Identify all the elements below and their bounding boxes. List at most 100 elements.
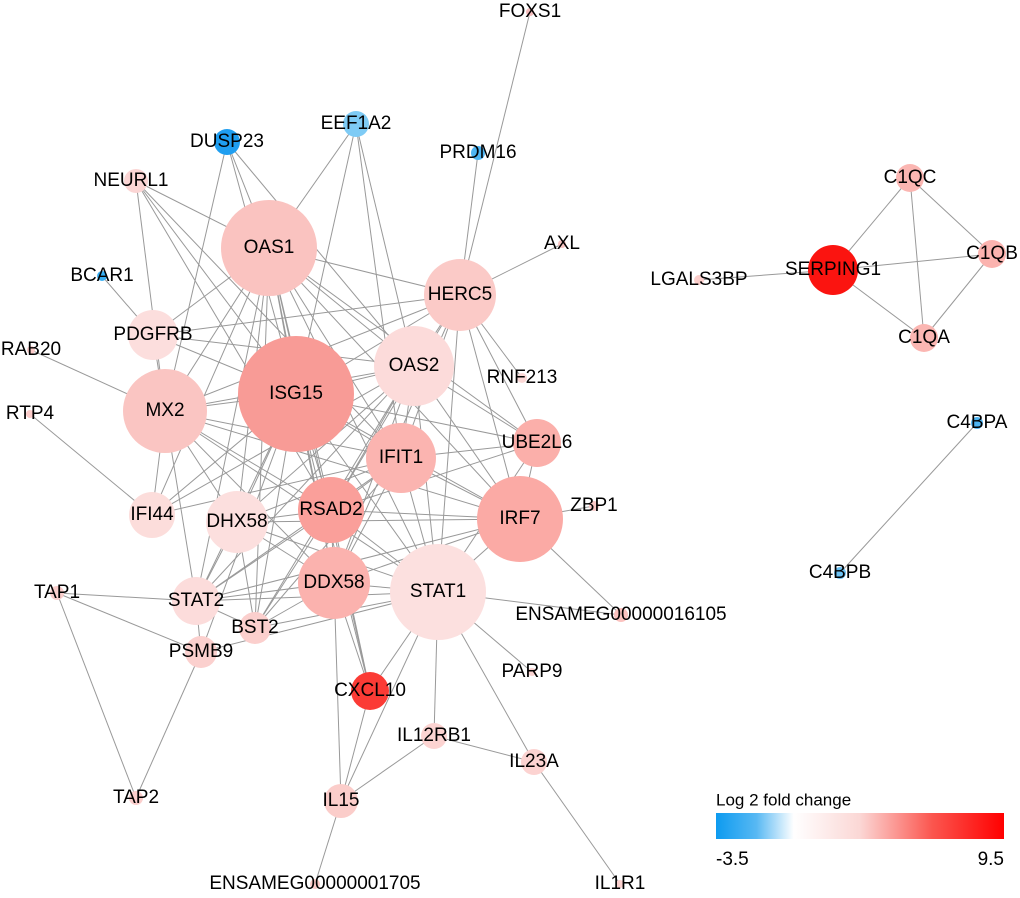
network-edge [923,253,993,339]
network-edge [164,141,228,412]
network-node[interactable] [896,164,924,192]
network-node[interactable] [324,784,358,818]
network-node-label: NEURL1 [94,170,169,191]
network-edge [909,177,925,339]
network-edge [135,651,202,799]
color-legend: Log 2 fold change -3.5 9.5 [716,790,1004,870]
network-edge [330,442,538,511]
network-node-label: DUSP23 [190,131,264,152]
network-node-label: DDX58 [303,572,364,593]
network-node[interactable] [238,336,354,452]
network-node-label: C1QC [884,167,937,188]
network-node[interactable] [971,417,983,429]
network-node-label: RAB20 [1,339,61,360]
network-node-label: PARP9 [502,661,563,682]
network-node-label: RTP4 [6,403,55,424]
network-node[interactable] [424,259,496,331]
network-node-label: ZBP1 [570,495,618,516]
network-node[interactable] [471,146,485,160]
network-node-label: C4BPA [947,412,1008,433]
network-node-label: ENSAMEG00000016105 [515,604,726,625]
network-node-label: IL1R1 [595,873,646,894]
legend-title: Log 2 fold change [716,790,851,809]
network-node[interactable] [834,567,846,579]
network-node[interactable] [128,310,178,360]
network-node[interactable] [185,636,217,668]
network-edge [195,365,415,602]
network-node-label: C4BPB [809,562,871,583]
network-node[interactable] [123,369,207,453]
network-edge [533,761,621,885]
network-node[interactable] [351,672,389,710]
network-node[interactable] [978,240,1006,268]
network-edge [437,294,461,593]
network-node[interactable] [27,346,35,354]
network-node-label: IL12RB1 [397,725,471,746]
network-node-label: SERPING1 [785,259,881,280]
network-node-label: PDGFRB [113,324,192,345]
network-node[interactable] [124,169,148,193]
network-node-label: TAP2 [113,787,159,808]
network-node-label: IL23A [509,751,559,772]
network-node[interactable] [517,373,527,383]
network-node[interactable] [374,326,454,406]
network-node-label: FOXS1 [499,1,561,22]
network-node[interactable] [310,879,320,889]
legend-min-label: -3.5 [716,849,749,870]
network-edge [459,11,531,296]
network-node[interactable] [528,668,536,676]
network-node-label: EEF1A2 [321,113,392,134]
network-node[interactable] [50,586,64,600]
network-node[interactable] [477,476,563,562]
network-edge [340,735,435,802]
legend-max-label: 9.5 [978,849,1004,870]
network-node[interactable] [366,423,436,493]
network-node[interactable] [390,544,486,640]
network-node[interactable] [172,577,220,625]
network-node[interactable] [298,477,364,543]
network-node[interactable] [239,612,271,644]
network-node[interactable] [26,410,34,418]
network-node[interactable] [206,491,268,553]
network-node[interactable] [558,240,566,248]
network-node-label: AXL [544,233,580,254]
network-node[interactable] [221,200,317,296]
network-node[interactable] [808,245,858,295]
network-node[interactable] [910,324,938,352]
network-node[interactable] [421,723,447,749]
network-nodes [26,8,1006,889]
network-node-label: RSAD2 [299,499,362,520]
network-node[interactable] [513,419,561,467]
network-node-label: ISG15 [269,383,323,404]
network-node[interactable] [589,501,599,511]
network-node[interactable] [526,8,534,16]
network-node-label: IL15 [323,790,360,811]
network-node-label: MX2 [145,400,184,421]
network-node[interactable] [214,129,240,155]
network-edge [268,247,371,692]
network-edge [226,141,415,367]
network-node[interactable] [521,749,547,775]
network-node-label: IRF7 [499,508,540,529]
network-node-label: HERC5 [428,284,492,305]
network-node-label: OAS1 [244,237,295,258]
network-node-label: IFIT1 [379,447,423,468]
network-node[interactable] [694,275,704,285]
network-edge [135,180,332,511]
network-node-label: C1QB [966,243,1018,264]
network-edge [355,123,415,367]
network-node[interactable] [614,608,628,622]
network-node[interactable] [97,271,107,281]
network-node[interactable] [298,547,370,619]
network-node[interactable] [129,791,143,805]
network-node[interactable] [129,492,175,538]
network-node[interactable] [343,111,369,137]
network-node-label: PSMB9 [169,641,233,662]
network-node-label: RNF213 [487,367,558,388]
network-edge [164,410,521,520]
network-node-label: C1QA [898,327,950,348]
network-edge [195,457,402,602]
network-node[interactable] [616,880,624,888]
